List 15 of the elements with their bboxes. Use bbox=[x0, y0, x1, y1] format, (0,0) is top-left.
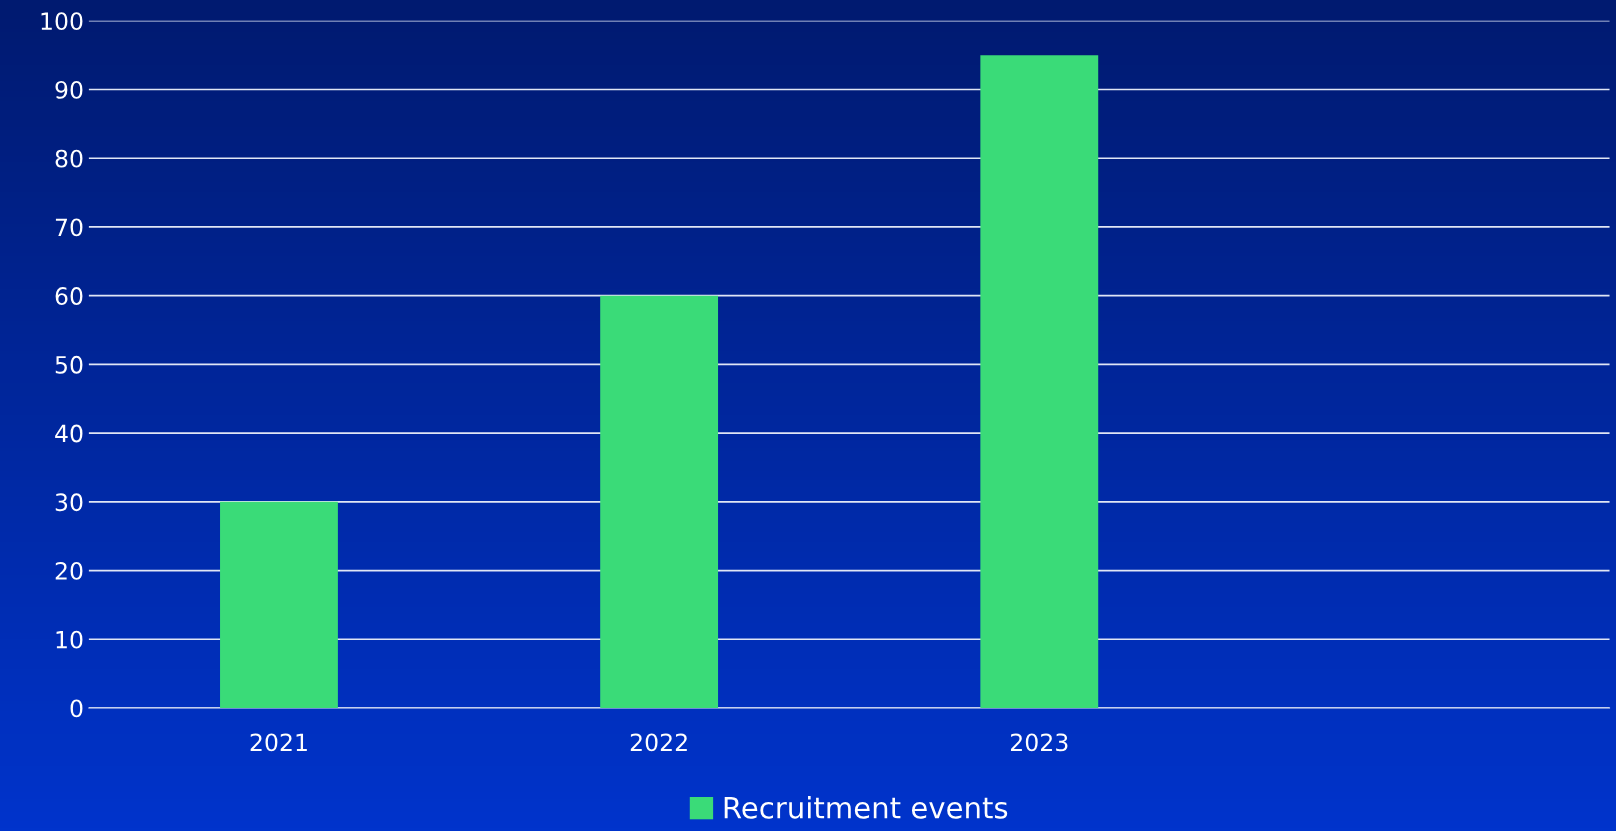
y-tick-label: 50 bbox=[55, 355, 83, 374]
y-tick-label: 60 bbox=[55, 287, 83, 305]
x-tick-label: 2023 bbox=[1010, 733, 1068, 752]
y-tick-label: 10 bbox=[56, 630, 83, 649]
y-tick-label: 70 bbox=[55, 218, 83, 237]
y-tick-label: 100 bbox=[41, 12, 83, 31]
x-tick-label: 2021 bbox=[250, 733, 307, 752]
y-tick-label: 20 bbox=[55, 562, 83, 580]
y-tick-label: 40 bbox=[55, 424, 83, 443]
y-tick-label: 80 bbox=[55, 149, 83, 168]
x-tick-label: 2022 bbox=[630, 733, 687, 752]
legend-label: Recruitment events bbox=[724, 796, 1008, 819]
y-tick-label: 0 bbox=[70, 699, 83, 718]
y-tick-label: 30 bbox=[55, 493, 83, 512]
y-tick-label: 90 bbox=[55, 80, 83, 99]
